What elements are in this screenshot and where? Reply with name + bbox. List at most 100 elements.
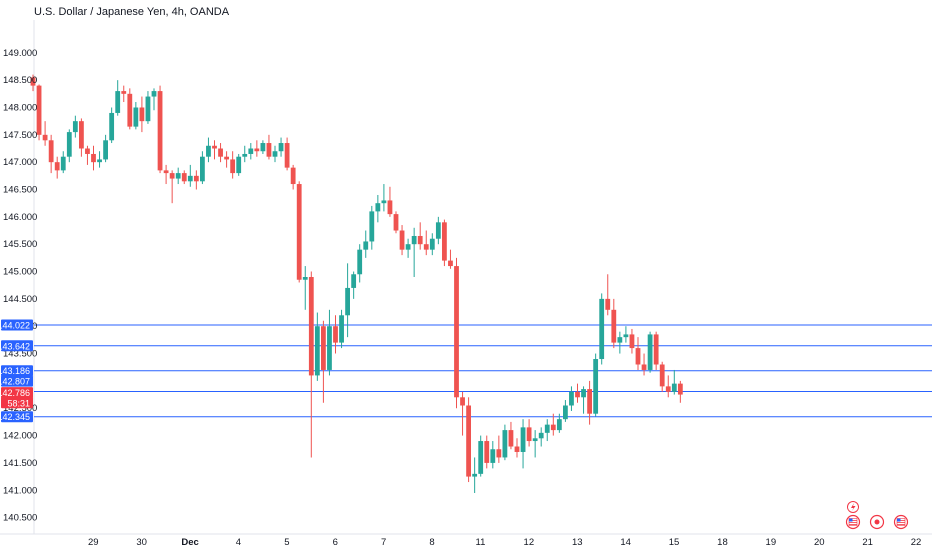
x-tick-label: 15 (669, 537, 680, 548)
price-tag-box (1, 340, 33, 352)
lightning-icon-bolt (851, 503, 856, 511)
candle-body (429, 238, 435, 250)
candle (442, 219, 447, 267)
candle-body (242, 153, 248, 157)
candle (532, 430, 538, 458)
candle-body (308, 277, 314, 376)
candle-body (333, 326, 338, 343)
y-tick-label: 141.500 (3, 458, 37, 469)
candle (375, 194, 381, 223)
candle-body (357, 249, 363, 275)
candle (163, 164, 169, 185)
candle (623, 326, 629, 343)
candle-body (42, 134, 48, 141)
candle (605, 274, 611, 316)
candle (508, 421, 514, 450)
candle-body (611, 309, 617, 343)
candle-body (193, 175, 199, 182)
candle (218, 143, 223, 163)
candle-body (48, 140, 54, 163)
candle (212, 140, 217, 160)
candle (526, 419, 532, 447)
candle-body (599, 298, 605, 360)
candle-body (157, 91, 163, 171)
price-tag-box (1, 387, 33, 399)
candle-body (587, 389, 592, 414)
candle-body (91, 153, 96, 163)
price-tag-box (1, 397, 33, 409)
candle (91, 145, 96, 171)
y-tick-label: 146.000 (3, 212, 37, 223)
candle (333, 315, 338, 354)
price-tag-box (1, 319, 33, 331)
flag-field (848, 518, 858, 526)
candle-body (296, 184, 302, 280)
circle-event-icon[interactable] (869, 514, 885, 530)
y-tick-label: 148.500 (3, 75, 37, 86)
candle-body (200, 156, 205, 182)
candle (556, 413, 562, 433)
us-flag-icon[interactable] (893, 514, 909, 530)
candle (581, 386, 586, 414)
candle (314, 312, 320, 381)
y-tick-label: 142.000 (3, 431, 37, 442)
candle-body (435, 222, 441, 239)
price-tag: 144.022 (0, 319, 33, 331)
candle-body (502, 430, 508, 458)
candle-body (411, 235, 417, 245)
candle (54, 156, 60, 179)
candle (224, 151, 229, 168)
candle (387, 186, 393, 217)
candle (478, 435, 484, 477)
candle (369, 205, 375, 250)
us-flag-icon[interactable] (845, 514, 861, 530)
flag-canton (849, 518, 853, 522)
candle (169, 170, 175, 204)
candle (206, 137, 211, 163)
candle-body (290, 167, 296, 185)
candle (48, 134, 54, 174)
price-tag-label: 142.345 (0, 412, 30, 422)
candle-body (575, 391, 580, 398)
candle (399, 225, 405, 256)
candle (308, 271, 314, 458)
candle (345, 263, 350, 338)
candle-body (635, 348, 641, 365)
candle-body (454, 266, 459, 398)
candle (417, 222, 423, 250)
candle-body (272, 151, 278, 157)
candle (466, 397, 471, 483)
candle-body (351, 274, 357, 288)
candle (381, 184, 387, 212)
candle (139, 96, 145, 133)
candle-body (321, 326, 326, 370)
candle (103, 134, 108, 163)
price-tag: 143.642 (0, 340, 33, 352)
x-tick-label: 11 (476, 537, 486, 548)
candle-body (508, 430, 514, 447)
candle (351, 271, 357, 299)
lightning-icon[interactable] (847, 501, 859, 513)
candle-body (520, 427, 526, 452)
candle-body (671, 383, 677, 392)
candle (569, 386, 574, 411)
price-tags: 144.022 143.642 143.186142.807142.78658:31… (0, 319, 33, 423)
candle (393, 211, 399, 234)
event-markers[interactable] (845, 501, 909, 530)
candle (272, 145, 278, 163)
candle-body (647, 334, 653, 370)
candle (284, 137, 290, 171)
x-tick-label: 8 (429, 537, 434, 548)
candle-body (103, 140, 108, 160)
candle (599, 293, 605, 365)
candle (538, 427, 544, 447)
price-tag: 142.807 (0, 375, 33, 387)
candle (30, 74, 36, 92)
candle-body (460, 397, 465, 406)
x-tick-label: 6 (333, 537, 338, 548)
y-tick-label: 146.500 (3, 185, 37, 196)
candle (653, 331, 659, 370)
candle (242, 145, 248, 163)
candle-body (236, 156, 242, 174)
